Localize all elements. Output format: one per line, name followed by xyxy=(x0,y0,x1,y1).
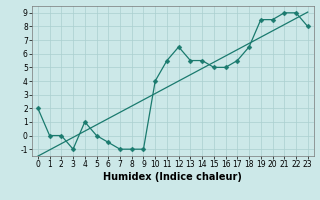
X-axis label: Humidex (Indice chaleur): Humidex (Indice chaleur) xyxy=(103,172,242,182)
